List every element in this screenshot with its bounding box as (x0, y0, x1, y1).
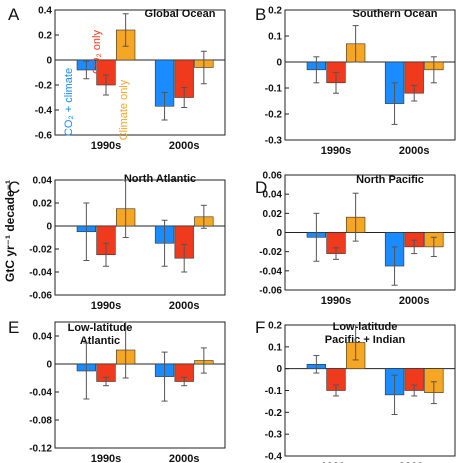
y-tick-label: -0.1 (265, 386, 283, 397)
category-label: 1990s (321, 145, 352, 157)
category-label: 2000s (399, 461, 430, 463)
panel-title: Southern Ocean (353, 8, 438, 20)
y-tick-label: -0.04 (29, 388, 52, 399)
y-tick-label: -0.3 (265, 430, 283, 441)
category-label: 2000s (169, 300, 200, 312)
y-tick-label: 0.06 (263, 171, 283, 182)
category-label: 1990s (321, 461, 352, 463)
category-label: 1990s (91, 140, 122, 152)
panel-title: North Atlantic (124, 173, 196, 185)
plot-frame (54, 179, 226, 296)
y-tick-label: 0.1 (268, 342, 282, 353)
y-tick-label: -0.4 (35, 106, 53, 117)
y-tick-label: -0.06 (259, 286, 282, 297)
y-tick-label: -0.04 (259, 266, 282, 277)
panel-title-line: Atlantic (80, 335, 120, 347)
y-tick-label: 0 (276, 58, 282, 69)
y-tick-label: -0.2 (265, 110, 283, 121)
plot-frame (54, 9, 226, 136)
y-tick-label: -0.06 (29, 291, 52, 302)
panel-title: Low-latitude Atlantic (68, 322, 133, 347)
y-tick-label: 0 (46, 360, 52, 371)
y-tick-label: 0.2 (38, 31, 52, 42)
annotation-co2-only: CO₂ only (91, 30, 103, 75)
panel-letter: D (255, 178, 267, 197)
panel-letter: F (255, 318, 265, 337)
y-tick-label: -0.04 (29, 268, 52, 279)
y-tick-label: -0.2 (35, 81, 53, 92)
plot-frame (54, 321, 226, 449)
panel-title-line: Low-latitude (333, 321, 398, 333)
annotation-co2-climate: CO₂ + climate (63, 68, 75, 136)
panel-letter: B (255, 5, 266, 24)
panel-b: -0.3 -0.2 -0.1 0 0.1 0.2B Southern Ocean 1990s 2… (255, 5, 456, 157)
y-tick-label: 0.1 (268, 32, 282, 43)
category-label: 2000s (399, 145, 430, 157)
y-tick-label: -0.02 (259, 247, 282, 258)
y-tick-label: 0 (46, 222, 52, 233)
category-label: 1990s (91, 453, 122, 463)
y-tick-label: 0 (46, 56, 52, 67)
panel-f: -0.4 -0.3 -0.2 -0.1 0 0.1 0.2F Low-latitude Paci… (255, 318, 456, 463)
y-tick-label: 0.04 (33, 176, 53, 187)
panel-title-line: Pacific + Indian (325, 334, 406, 346)
y-tick-label: -0.2 (265, 408, 283, 419)
panel-title: Low-latitude Pacific + Indian (325, 321, 406, 346)
y-tick-label: -0.4 (265, 452, 283, 463)
y-tick-label: -0.08 (29, 416, 52, 427)
y-tick-label: 0.4 (38, 6, 52, 17)
category-label: 2000s (399, 295, 430, 307)
y-tick-label: 0.2 (268, 6, 282, 17)
panel-e: -0.12 -0.08 -0.04 0 0.04 E Low-latitude Atlanti… (8, 318, 226, 463)
y-tick-label: -0.02 (29, 245, 52, 256)
y-tick-label: -0.1 (265, 84, 283, 95)
panel-title: North Pacific (356, 174, 424, 186)
panel-title: Global Ocean (145, 8, 216, 20)
y-tick-label: 0.04 (33, 332, 53, 343)
category-label: 1990s (321, 295, 352, 307)
y-tick-label: -0.3 (265, 136, 283, 147)
plot-frame (284, 9, 456, 141)
y-tick-label: 0 (276, 364, 282, 375)
panels: -0.6 -0.4 -0.2 0 0.2 0.4 A Global Ocean 1990s 200… (8, 5, 456, 463)
panel-c: -0.06 -0.04 -0.02 0 0.02 0.04 C North Atlantic 1… (8, 173, 226, 312)
panel-letter: E (8, 318, 19, 337)
category-label: 2000s (169, 453, 200, 463)
panel-letter: C (8, 178, 20, 197)
panel-d: -0.06 -0.04 -0.02 0 0.02 0.04 0.06D North Pacif… (255, 171, 456, 307)
annotation-climate-only: Climate only (118, 79, 130, 140)
category-label: 2000s (169, 140, 200, 152)
y-tick-label: -0.6 (35, 131, 53, 142)
y-tick-label: 0 (276, 228, 282, 239)
y-tick-label: 0.02 (33, 199, 53, 210)
y-tick-label: -0.12 (29, 444, 52, 455)
y-tick-label: 0.04 (263, 190, 283, 201)
panel-title-line: Low-latitude (68, 322, 133, 334)
panel-letter: A (8, 5, 20, 24)
panel-a: -0.6 -0.4 -0.2 0 0.2 0.4 A Global Ocean 1990s 200… (8, 5, 226, 152)
y-tick-label: 0.02 (263, 209, 283, 220)
category-label: 1990s (91, 300, 122, 312)
y-axis-label: GtC yr⁻¹ decade⁻¹ (3, 180, 17, 282)
y-tick-label: 0.2 (268, 321, 282, 332)
